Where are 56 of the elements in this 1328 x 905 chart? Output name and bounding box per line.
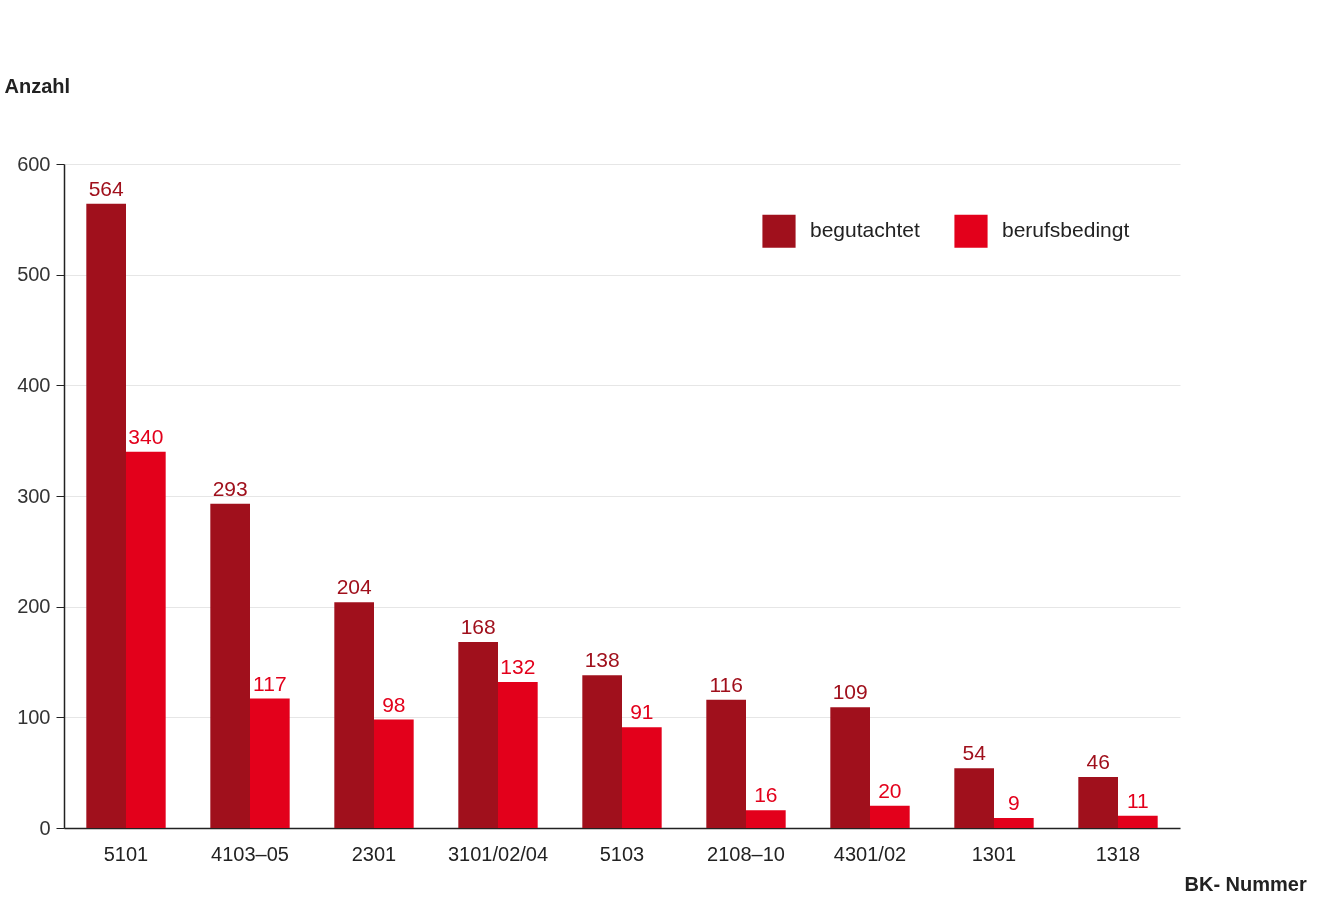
bar	[374, 719, 414, 828]
bar	[870, 805, 910, 828]
data-label: 98	[382, 692, 406, 716]
y-axis-title: Anzahl	[4, 74, 71, 97]
x-tick-label: 5101	[103, 842, 149, 865]
x-tick-label: 2108–10	[707, 842, 785, 865]
bar	[622, 727, 662, 828]
data-label: 564	[88, 176, 124, 200]
y-tick-label: 100	[17, 705, 51, 728]
data-label: 109	[832, 680, 868, 704]
legend-label: begutachtet	[810, 218, 920, 242]
data-label: 132	[500, 654, 536, 678]
x-tick-label: 2301	[351, 842, 397, 865]
data-label: 16	[754, 783, 778, 807]
data-label: 91	[630, 700, 654, 724]
bar	[746, 810, 786, 828]
data-label: 20	[878, 778, 902, 802]
data-label: 117	[253, 671, 287, 695]
bar	[954, 768, 994, 828]
bar	[994, 818, 1034, 828]
x-tick-label: 1318	[1095, 842, 1141, 865]
x-tick-label: 4103–05	[211, 842, 289, 865]
data-label: 138	[584, 648, 620, 672]
data-label: 204	[336, 575, 372, 599]
x-tick-label: 1301	[971, 842, 1017, 865]
data-label: 54	[962, 741, 987, 765]
data-label: 9	[1008, 791, 1020, 815]
bar	[86, 203, 126, 828]
bar	[1118, 815, 1158, 828]
data-label: 116	[709, 672, 743, 696]
data-label: 293	[212, 476, 248, 500]
data-label: 168	[460, 615, 496, 639]
bar	[250, 698, 290, 828]
x-tick-label: 5103	[599, 842, 645, 865]
bar	[126, 451, 166, 828]
y-tick-label: 200	[17, 595, 51, 618]
bar	[582, 675, 622, 828]
y-tick-label: 600	[17, 152, 51, 175]
bar	[210, 503, 250, 828]
bar	[706, 699, 746, 828]
y-tick-label: 300	[17, 484, 51, 507]
bar	[458, 642, 498, 828]
bar	[498, 681, 538, 828]
legend-label: berufsbedingt	[1002, 218, 1130, 242]
data-label: 340	[128, 424, 164, 448]
y-tick-label: 0	[39, 816, 51, 839]
bar	[830, 707, 870, 828]
bar	[1078, 777, 1118, 828]
data-label: 11	[1126, 788, 1149, 812]
y-tick-label: 500	[17, 263, 51, 286]
bar	[334, 602, 374, 828]
y-tick-label: 400	[17, 373, 51, 396]
data-label: 46	[1086, 750, 1110, 774]
x-tick-label: 4301/02	[833, 842, 907, 865]
x-tick-label: 3101/02/04	[447, 842, 549, 865]
x-axis-title: BK- Nummer	[1184, 872, 1307, 895]
